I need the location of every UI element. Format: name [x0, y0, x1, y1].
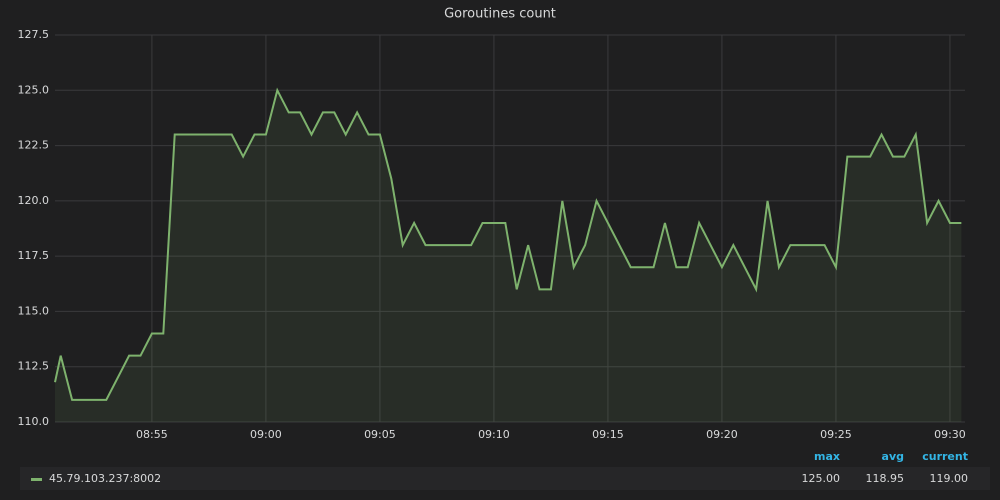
x-tick-label: 09:25	[820, 428, 852, 441]
y-tick-label: 120.0	[18, 194, 50, 207]
legend-label: 45.79.103.237:8002	[49, 472, 161, 485]
legend-row	[20, 467, 990, 490]
y-tick-label: 117.5	[18, 249, 50, 262]
legend-column-header: current	[922, 450, 968, 463]
series-line	[54, 87, 962, 401]
x-tick-label: 09:30	[934, 428, 966, 441]
legend-value: 125.00	[802, 472, 841, 485]
x-tick-label: 09:20	[706, 428, 738, 441]
legend-column-header: max	[814, 450, 840, 463]
x-tick-label: 09:05	[364, 428, 396, 441]
legend-value: 118.95	[866, 472, 905, 485]
x-tick-label: 09:15	[592, 428, 624, 441]
y-tick-label: 122.5	[18, 139, 50, 152]
x-tick-label: 09:10	[478, 428, 510, 441]
y-tick-label: 127.5	[18, 28, 50, 41]
y-tick-label: 112.5	[18, 360, 50, 373]
legend-value: 119.00	[930, 472, 969, 485]
panel-title: Goroutines count	[444, 7, 556, 22]
y-tick-label: 115.0	[18, 304, 50, 317]
x-tick-label: 08:55	[136, 428, 168, 441]
legend-column-header: avg	[882, 450, 904, 463]
y-tick-label: 125.0	[18, 83, 50, 96]
x-tick-label: 09:00	[250, 428, 282, 441]
y-tick-label: 110.0	[18, 415, 50, 428]
legend-swatch	[31, 478, 42, 481]
area	[55, 90, 962, 423]
